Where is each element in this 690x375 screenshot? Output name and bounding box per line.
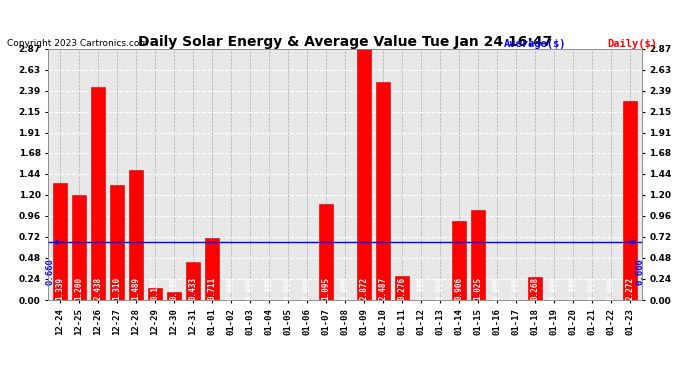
Text: 0.086: 0.086	[169, 276, 178, 300]
Text: 0.433: 0.433	[188, 276, 197, 300]
Text: 1.339: 1.339	[55, 276, 64, 300]
Bar	[186, 262, 200, 300]
Text: 0.000: 0.000	[246, 276, 255, 300]
Text: 2.872: 2.872	[359, 276, 368, 300]
Text: 0.906: 0.906	[455, 276, 464, 300]
Bar	[452, 220, 466, 300]
Text: 0.660: 0.660	[46, 258, 55, 285]
Text: 1.025: 1.025	[473, 276, 482, 300]
Text: 1.095: 1.095	[322, 276, 331, 300]
Bar	[205, 238, 219, 300]
Bar	[528, 276, 542, 300]
Text: 0.132: 0.132	[150, 276, 159, 300]
Text: 0.276: 0.276	[397, 276, 406, 300]
Bar	[471, 210, 485, 300]
Text: 2.487: 2.487	[379, 276, 388, 300]
Text: 0.000: 0.000	[588, 276, 597, 300]
Text: Average($): Average($)	[504, 39, 566, 50]
Title: Daily Solar Energy & Average Value Tue Jan 24 16:47: Daily Solar Energy & Average Value Tue J…	[138, 35, 552, 49]
Bar	[357, 49, 371, 300]
Bar	[72, 195, 86, 300]
Text: 2.272: 2.272	[626, 276, 635, 300]
Bar	[148, 288, 162, 300]
Bar	[52, 183, 67, 300]
Text: 0.000: 0.000	[435, 276, 444, 300]
Bar	[90, 87, 105, 300]
Text: 2.438: 2.438	[93, 276, 102, 300]
Text: Daily($): Daily($)	[607, 39, 657, 50]
Text: Copyright 2023 Cartronics.com: Copyright 2023 Cartronics.com	[7, 39, 148, 48]
Bar	[623, 101, 638, 300]
Bar	[110, 185, 124, 300]
Text: 0.000: 0.000	[493, 276, 502, 300]
Text: 0.711: 0.711	[208, 276, 217, 300]
Text: 0.000: 0.000	[569, 276, 578, 300]
Text: 1.200: 1.200	[75, 276, 83, 300]
Text: 0.000: 0.000	[226, 276, 235, 300]
Text: 0.660: 0.660	[635, 258, 644, 285]
Bar	[376, 82, 390, 300]
Text: 0.000: 0.000	[550, 276, 559, 300]
Text: 0.000: 0.000	[302, 276, 311, 300]
Text: 0.000: 0.000	[607, 276, 615, 300]
Text: 0.000: 0.000	[340, 276, 350, 300]
Text: 1.489: 1.489	[131, 276, 140, 300]
Text: 0.000: 0.000	[512, 276, 521, 300]
Bar	[319, 204, 333, 300]
Text: 0.000: 0.000	[417, 276, 426, 300]
Bar	[167, 292, 181, 300]
Text: 0.000: 0.000	[264, 276, 273, 300]
Bar	[395, 276, 409, 300]
Text: 0.000: 0.000	[284, 276, 293, 300]
Text: 1.310: 1.310	[112, 276, 121, 300]
Text: 0.268: 0.268	[531, 276, 540, 300]
Bar	[128, 170, 143, 300]
